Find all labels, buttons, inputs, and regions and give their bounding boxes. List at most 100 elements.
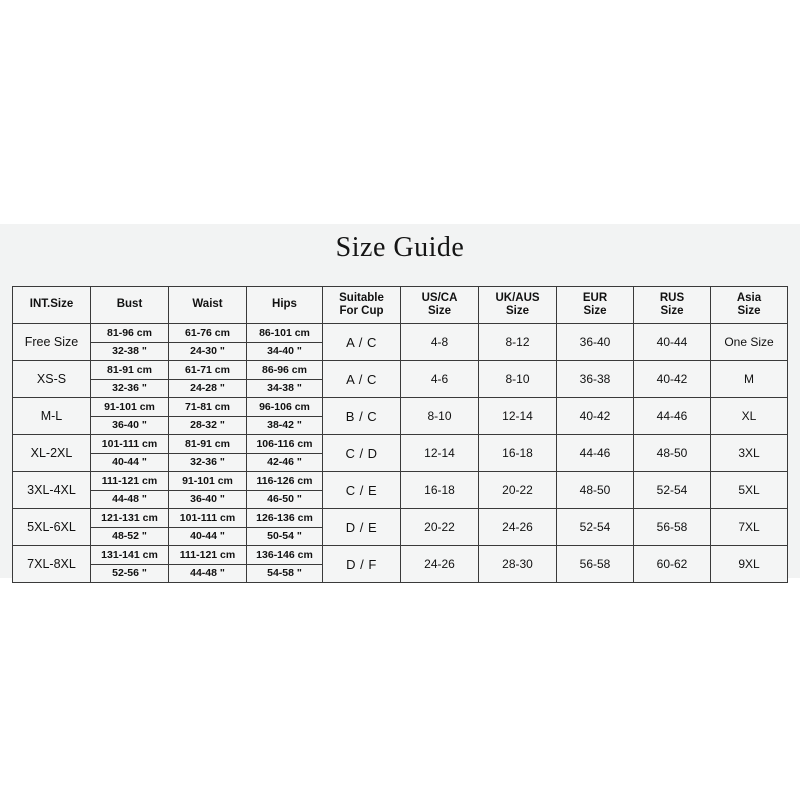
- cell-waist-inch: 28-32 ": [190, 419, 225, 431]
- cell-bust-inch: 32-36 ": [112, 382, 147, 394]
- cell-hips-inch: 46-50 ": [267, 493, 302, 505]
- cell-waist-cm: 91-101 cm: [169, 472, 246, 491]
- header-line-2: Size: [427, 305, 451, 317]
- cell-waist-cm: 71-81 cm: [169, 398, 246, 417]
- table-row: Free Size 81-96 cm 32-38 " 61-76 cm 24-30 " 8…: [12, 323, 788, 361]
- cell-int-size: 3XL-4XL: [12, 471, 91, 509]
- cell-uk-aus-size: 20-22: [478, 471, 557, 509]
- cell-waist: 91-101 cm 36-40 ": [168, 471, 247, 509]
- cell-bust: 111-121 cm 44-48 ": [90, 471, 169, 509]
- cell-waist-cm: 61-76 cm: [169, 324, 246, 343]
- cell-rus-size: 60-62: [633, 545, 711, 583]
- header-line-1: RUS: [659, 291, 685, 304]
- column-header-suitable-for-cup: Suitable For Cup: [322, 286, 401, 324]
- cell-hips-inch: 50-54 ": [267, 530, 302, 542]
- header-line-1: Waist: [192, 298, 223, 311]
- cell-waist-inch: 24-30 ": [190, 345, 225, 357]
- cell-asia-size: XL: [710, 397, 788, 435]
- cell-waist: 81-91 cm 32-36 ": [168, 434, 247, 472]
- column-header-hips: Hips: [246, 286, 323, 324]
- cell-waist-cm: 81-91 cm: [169, 435, 246, 454]
- cell-eur-size: 52-54: [556, 508, 634, 546]
- cell-hips: 96-106 cm 38-42 ": [246, 397, 323, 435]
- cell-bust-inch: 52-56 ": [112, 567, 147, 579]
- cell-waist: 61-71 cm 24-28 ": [168, 360, 247, 398]
- cell-suitable-for-cup: C / D: [322, 434, 401, 472]
- cell-hips-inch: 34-40 ": [267, 345, 302, 357]
- cell-suitable-for-cup: D / F: [322, 545, 401, 583]
- cell-us-ca-size: 4-6: [400, 360, 479, 398]
- column-header-us-ca-size: US/CA Size: [400, 286, 479, 324]
- cell-suitable-for-cup: B / C: [322, 397, 401, 435]
- header-line-2: Size: [583, 305, 607, 317]
- cell-rus-size: 56-58: [633, 508, 711, 546]
- cell-bust-inch: 44-48 ": [112, 493, 147, 505]
- cell-asia-size: 9XL: [710, 545, 788, 583]
- cell-waist-inch: 36-40 ": [190, 493, 225, 505]
- cell-suitable-for-cup: A / C: [322, 360, 401, 398]
- cell-bust: 121-131 cm 48-52 ": [90, 508, 169, 546]
- cell-hips-cm: 106-116 cm: [247, 435, 322, 454]
- cell-int-size: Free Size: [12, 323, 91, 361]
- cell-hips-inch: 38-42 ": [267, 419, 302, 431]
- cell-eur-size: 36-38: [556, 360, 634, 398]
- cell-bust-cm: 121-131 cm: [91, 509, 168, 528]
- cell-hips-cm: 126-136 cm: [247, 509, 322, 528]
- cell-bust: 81-91 cm 32-36 ": [90, 360, 169, 398]
- cell-us-ca-size: 24-26: [400, 545, 479, 583]
- cell-us-ca-size: 16-18: [400, 471, 479, 509]
- cell-uk-aus-size: 12-14: [478, 397, 557, 435]
- cell-hips-cm: 86-101 cm: [247, 324, 322, 343]
- cell-int-size: M-L: [12, 397, 91, 435]
- cell-rus-size: 48-50: [633, 434, 711, 472]
- cell-hips-inch: 34-38 ": [267, 382, 302, 394]
- cell-eur-size: 48-50: [556, 471, 634, 509]
- cell-hips: 86-96 cm 34-38 ": [246, 360, 323, 398]
- cell-us-ca-size: 8-10: [400, 397, 479, 435]
- cell-int-size: 7XL-8XL: [12, 545, 91, 583]
- cell-rus-size: 40-42: [633, 360, 711, 398]
- header-line-1: US/CA: [421, 291, 458, 304]
- cell-waist: 101-111 cm 40-44 ": [168, 508, 247, 546]
- cell-hips-cm: 96-106 cm: [247, 398, 322, 417]
- column-header-waist: Waist: [168, 286, 247, 324]
- column-header-bust: Bust: [90, 286, 169, 324]
- cell-hips-inch: 54-58 ": [267, 567, 302, 579]
- column-header-int-size: INT.Size: [12, 286, 91, 324]
- header-line-1: Bust: [116, 298, 143, 311]
- table-header-row: INT.Size Bust Waist Hips Suitable For Cu…: [12, 286, 788, 324]
- table-row: 5XL-6XL 121-131 cm 48-52 " 101-111 cm 40-44 …: [12, 508, 788, 546]
- column-header-asia-size: Asia Size: [710, 286, 788, 324]
- cell-uk-aus-size: 8-12: [478, 323, 557, 361]
- table-row: M-L 91-101 cm 36-40 " 71-81 cm 28-32 " 96-106…: [12, 397, 788, 435]
- table-row: 3XL-4XL 111-121 cm 44-48 " 91-101 cm 36-40 "…: [12, 471, 788, 509]
- cell-waist-inch: 44-48 ": [190, 567, 225, 579]
- cell-rus-size: 44-46: [633, 397, 711, 435]
- cell-suitable-for-cup: A / C: [322, 323, 401, 361]
- cell-bust-inch: 48-52 ": [112, 530, 147, 542]
- column-header-eur-size: EUR Size: [556, 286, 634, 324]
- cell-waist-cm: 111-121 cm: [169, 546, 246, 565]
- cell-hips: 136-146 cm 54-58 ": [246, 545, 323, 583]
- cell-asia-size: One Size: [710, 323, 788, 361]
- cell-asia-size: 3XL: [710, 434, 788, 472]
- cell-asia-size: 5XL: [710, 471, 788, 509]
- cell-rus-size: 40-44: [633, 323, 711, 361]
- cell-bust-inch: 36-40 ": [112, 419, 147, 431]
- header-line-2: Size: [660, 305, 684, 317]
- cell-bust-inch: 40-44 ": [112, 456, 147, 468]
- cell-hips-cm: 86-96 cm: [247, 361, 322, 380]
- cell-hips-cm: 116-126 cm: [247, 472, 322, 491]
- cell-suitable-for-cup: C / E: [322, 471, 401, 509]
- cell-asia-size: 7XL: [710, 508, 788, 546]
- cell-uk-aus-size: 24-26: [478, 508, 557, 546]
- header-line-2: For Cup: [339, 305, 384, 317]
- cell-hips: 126-136 cm 50-54 ": [246, 508, 323, 546]
- cell-waist: 71-81 cm 28-32 ": [168, 397, 247, 435]
- cell-int-size: XS-S: [12, 360, 91, 398]
- cell-bust-cm: 111-121 cm: [91, 472, 168, 491]
- size-table: INT.Size Bust Waist Hips Suitable For Cu…: [12, 286, 788, 583]
- cell-us-ca-size: 4-8: [400, 323, 479, 361]
- cell-hips-inch: 42-46 ": [267, 456, 302, 468]
